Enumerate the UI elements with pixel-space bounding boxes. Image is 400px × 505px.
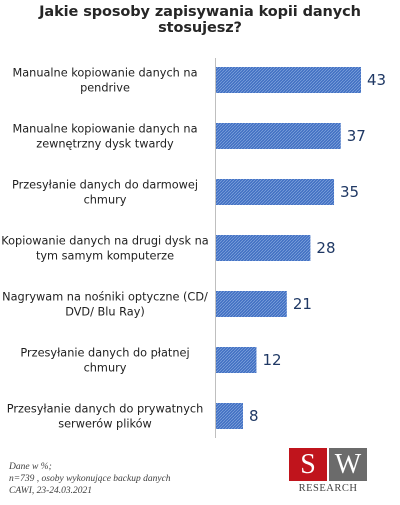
category-label: Przesyłanie danych do prywatnych serwerów… — [7, 403, 204, 431]
logo-letter-w: W — [329, 448, 367, 481]
data-label: 43 — [367, 71, 386, 89]
bar-chart: 43 Manualne kopiowanie danych na pendrive 3… — [1, 58, 386, 438]
data-label: 37 — [347, 127, 366, 145]
logo-research-text: RESEARCH — [298, 483, 358, 494]
bar — [216, 235, 311, 261]
chart-title: Jakie sposoby zapisywania kopii danych s… — [39, 4, 361, 36]
bar — [216, 123, 341, 149]
category-label: Przesyłanie danych do darmowej chmury — [12, 179, 198, 207]
data-label: 12 — [262, 351, 281, 369]
logo-letter-s: S — [289, 448, 327, 481]
bar — [216, 403, 243, 429]
bar — [216, 347, 257, 373]
note-unit: Dane w %; — [9, 462, 52, 472]
category-label: Przesyłanie danych do płatnej chmury — [20, 347, 189, 375]
bar — [216, 291, 287, 317]
sw-research-logo: S W RESEARCH — [289, 448, 367, 498]
category-label: Manualne kopiowanie danych na zewnętrzny … — [12, 123, 197, 151]
data-label: 35 — [340, 183, 359, 201]
data-label: 21 — [293, 295, 312, 313]
bar — [216, 67, 361, 93]
category-label: Nagrywam na nośniki optyczne (CD/DVD/ Bl… — [2, 291, 208, 319]
data-label: 28 — [316, 239, 335, 257]
category-label: Kopiowanie danych na drugi dysk na tym sa… — [1, 235, 208, 263]
note-method: CAWI, 23-24.03.2021 — [9, 486, 93, 496]
bar — [216, 179, 335, 205]
category-label: Manualne kopiowanie danych na pendrive — [12, 67, 197, 95]
note-sample: n=739 , osoby wykonujące backup danych — [9, 474, 171, 484]
data-label: 8 — [249, 407, 259, 425]
